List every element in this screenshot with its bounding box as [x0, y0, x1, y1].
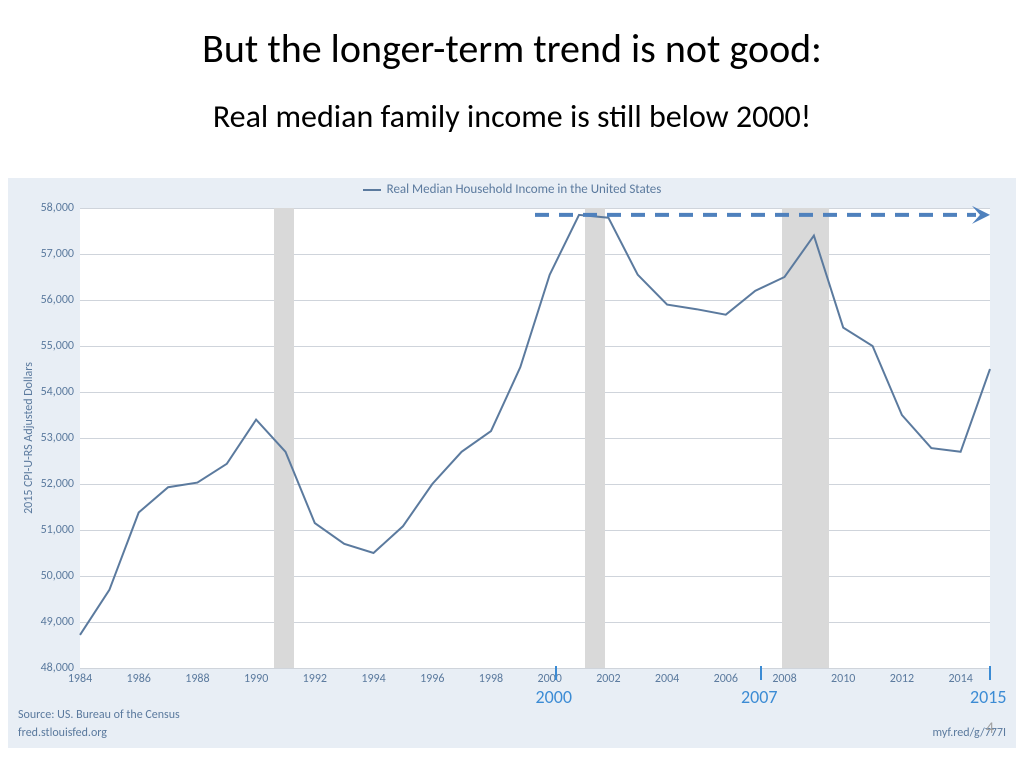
- chart-source-url: fred.stlouisfed.org: [18, 726, 107, 740]
- annotation-label: 2007: [741, 686, 778, 708]
- y-tick-label: 55,000: [14, 339, 74, 353]
- data-line: [80, 208, 990, 668]
- annotation-tick: [989, 666, 991, 680]
- slide-number: 4: [986, 719, 994, 738]
- x-tick-label: 2004: [647, 672, 687, 686]
- x-tick-label: 2000: [530, 672, 570, 686]
- x-tick-label: 2006: [706, 672, 746, 686]
- income-chart: Real Median Household Income in the Unit…: [8, 178, 1016, 748]
- x-tick-label: 1996: [412, 672, 452, 686]
- x-tick-label: 1992: [295, 672, 335, 686]
- y-tick-label: 54,000: [14, 385, 74, 399]
- slide-subtitle: Real median family income is still below…: [0, 97, 1024, 136]
- annotation-tick: [555, 666, 557, 680]
- annotation-label: 2015: [970, 686, 1007, 708]
- y-tick-label: 51,000: [14, 523, 74, 537]
- annotation-tick: [760, 666, 762, 680]
- x-tick-label: 2014: [941, 672, 981, 686]
- y-tick-label: 49,000: [14, 615, 74, 629]
- x-tick-label: 2002: [588, 672, 628, 686]
- y-tick-label: 50,000: [14, 569, 74, 583]
- y-tick-label: 58,000: [14, 201, 74, 215]
- chart-source: Source: US. Bureau of the Census: [18, 708, 180, 722]
- x-tick-label: 1998: [471, 672, 511, 686]
- x-tick-label: 1990: [236, 672, 276, 686]
- y-tick-label: 53,000: [14, 431, 74, 445]
- x-tick-label: 1988: [177, 672, 217, 686]
- annotation-label: 2000: [536, 686, 573, 708]
- plot-area: [80, 208, 990, 668]
- y-tick-label: 57,000: [14, 247, 74, 261]
- chart-legend: Real Median Household Income in the Unit…: [8, 182, 1016, 197]
- x-tick-label: 2008: [765, 672, 805, 686]
- x-tick-label: 2010: [823, 672, 863, 686]
- x-tick-label: 1994: [354, 672, 394, 686]
- y-tick-label: 56,000: [14, 293, 74, 307]
- x-tick-label: 1986: [119, 672, 159, 686]
- y-tick-label: 52,000: [14, 477, 74, 491]
- legend-swatch: [363, 189, 381, 191]
- chart-short-url: myf.red/g/777I: [933, 726, 1006, 740]
- legend-label: Real Median Household Income in the Unit…: [387, 182, 662, 197]
- x-tick-label: 2012: [882, 672, 922, 686]
- slide-title: But the longer-term trend is not good:: [0, 0, 1024, 73]
- gridline: [80, 668, 990, 669]
- x-tick-label: 1984: [60, 672, 100, 686]
